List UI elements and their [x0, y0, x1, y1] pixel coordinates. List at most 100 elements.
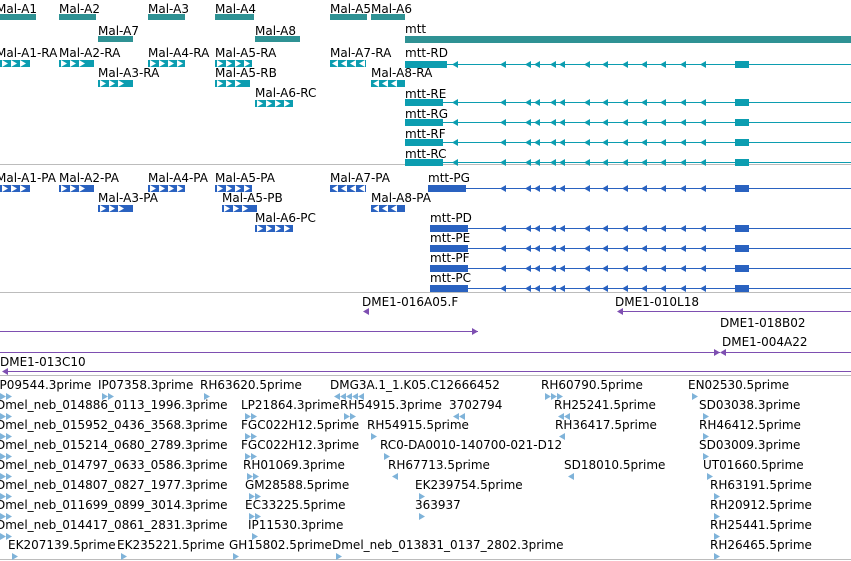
feature-label: SD03009.3prime: [699, 438, 801, 452]
transcript-mtt-rd-exon-arrow: [602, 61, 608, 68]
feature-label: Mal-A6-RC: [255, 86, 317, 100]
feature-label: IP07358.3prime: [98, 378, 194, 392]
transcript-glyph-arrow: [275, 100, 281, 107]
est-arrow: [568, 473, 574, 480]
feature-label: mtt-PC: [430, 271, 472, 285]
transcript-mtt-exon-arrow: [559, 139, 565, 146]
cds-mtt-exon-arrow: [500, 265, 506, 272]
feature-label: LP21864.3prime: [241, 398, 340, 412]
track-separator: [0, 375, 851, 376]
cds-glyph-arrow: [257, 225, 263, 232]
est-arrow: [253, 473, 259, 480]
est-arrow: [703, 413, 709, 420]
feature-label: mtt-PF: [430, 251, 470, 265]
transcript-glyph-arrow: [341, 60, 347, 67]
transcript-glyph-arrow: [150, 60, 156, 67]
transcript-mtt-exon-arrow: [500, 119, 506, 126]
cds-mtt-exon-arrow: [660, 225, 666, 232]
transcript-glyph-exon: [148, 60, 185, 67]
cds-mtt-exon-arrow: [550, 185, 556, 192]
transcript-mtt-exon-arrow: [525, 99, 531, 106]
feature-label: UT01660.5prime: [703, 458, 804, 472]
cds-mtt-exon-arrow: [622, 245, 628, 252]
est-arrow: [344, 413, 350, 420]
cds-glyph-exon: [59, 185, 94, 192]
est-arrow: [233, 553, 239, 560]
cds-mtt-exon-arrow: [602, 265, 608, 272]
feature-label: Mal-A2: [59, 2, 100, 16]
transcript-mtt-exon: [735, 159, 749, 166]
feature-label: 3702794: [449, 398, 503, 412]
cds-mtt-exon-arrow: [452, 185, 458, 192]
cds-glyph-arrow: [217, 185, 223, 192]
transcript-mtt-exon: [405, 119, 443, 126]
transcript-mtt-exon-arrow: [500, 159, 506, 166]
feature-label: Mal-A4-RA: [148, 46, 210, 60]
clone-line: [0, 352, 720, 353]
cds-mtt-exon-arrow: [641, 185, 647, 192]
transcript-mtt-exon-arrow: [660, 159, 666, 166]
transcript-mtt-rd-exon-arrow: [641, 61, 647, 68]
est-arrow: [245, 453, 251, 460]
feature-label: Mal-A7-RA: [330, 46, 392, 60]
cds-mtt-exon-arrow: [500, 225, 506, 232]
feature-label: RH54915.3prime: [340, 398, 442, 412]
transcript-mtt-exon-arrow: [559, 159, 565, 166]
transcript-glyph-arrow: [235, 80, 241, 87]
transcript-mtt-exon: [405, 139, 443, 146]
transcript-glyph-arrow: [235, 60, 241, 67]
cds-glyph-arrow: [275, 225, 281, 232]
transcript-mtt-exon-arrow: [500, 139, 506, 146]
feature-label: mtt-RD: [405, 46, 449, 60]
est-arrow: [714, 493, 720, 500]
transcript-mtt-exon-arrow: [452, 139, 458, 146]
transcript-mtt-exon-arrow: [602, 99, 608, 106]
gene-glyph: [330, 14, 367, 20]
cds-mtt-exon: [430, 245, 468, 252]
cds-mtt-exon-arrow: [680, 185, 686, 192]
gene-glyph: [98, 36, 133, 42]
feature-label: FGC022H12.5prime: [241, 418, 360, 432]
est-arrow: [0, 473, 6, 480]
transcript-glyph-exon: [98, 80, 133, 87]
cds-glyph-arrow: [2, 185, 8, 192]
transcript-mtt-rd-exon: [735, 61, 749, 68]
transcript-mtt-exon-arrow: [500, 99, 506, 106]
transcript-glyph-arrow: [217, 60, 223, 67]
est-arrow: [102, 393, 108, 400]
est-arrow: [6, 533, 12, 540]
feature-label: IP11530.3prime: [248, 518, 344, 532]
feature-label: DME1-004A22: [722, 335, 808, 349]
est-arrow: [251, 433, 257, 440]
cds-glyph-arrow: [79, 185, 85, 192]
cds-mtt-exon-arrow: [452, 245, 458, 252]
est-arrow: [249, 493, 255, 500]
est-arrow: [6, 473, 12, 480]
cds-glyph-exon: [330, 185, 366, 192]
est-arrow: [255, 513, 261, 520]
transcript-mtt-rd-exon-arrow: [525, 61, 531, 68]
transcript-mtt-rd-exon-arrow: [550, 61, 556, 68]
transcript-glyph-arrow: [2, 60, 8, 67]
feature-label: mtt-RE: [405, 87, 447, 101]
cds-mtt-exon-arrow: [559, 225, 565, 232]
feature-label: RH01069.3prime: [243, 458, 345, 472]
cds-mtt-exon-arrow: [680, 265, 686, 272]
feature-label: RH26465.5prime: [710, 538, 812, 552]
est-arrow: [551, 393, 557, 400]
transcript-mtt-exon-arrow: [700, 159, 706, 166]
est-arrow: [245, 433, 251, 440]
feature-label: Mal-A4: [215, 2, 256, 16]
cds-mtt-exon-arrow: [622, 185, 628, 192]
feature-label: RH25441.5prime: [710, 518, 812, 532]
cds-mtt-exon-arrow: [452, 285, 458, 292]
transcript-mtt-exon-arrow: [452, 119, 458, 126]
cds-mtt-exon: [735, 185, 749, 192]
feature-label: Mal-A7-PA: [330, 171, 390, 185]
est-arrow: [0, 393, 6, 400]
transcript-glyph-arrow: [118, 80, 124, 87]
cds-mtt-exon-arrow: [584, 245, 590, 252]
est-arrow: [419, 513, 425, 520]
cds-mtt-exon-arrow: [700, 245, 706, 252]
transcript-mtt-exon-arrow: [680, 139, 686, 146]
